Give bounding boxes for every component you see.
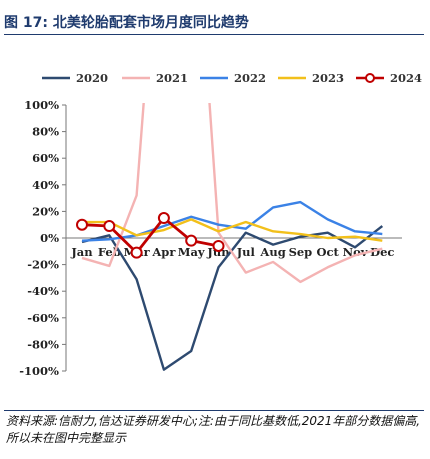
x-tick-label: Oct [317,245,340,259]
x-tick-label: May [178,245,205,259]
x-tick-label: Jan [70,245,93,259]
y-tick-label: 0% [40,231,59,245]
x-tick-label: Jun [206,245,230,259]
y-tick-label: 40% [32,178,59,192]
y-tick-label: 80% [32,125,59,139]
x-tick-label: Apr [151,245,176,259]
y-tick-label: -60% [27,311,59,325]
legend-label-2022: 2022 [234,71,266,85]
y-tick-label: -40% [27,284,59,298]
line-chart: 2020 2021 2022 2023 2024 100% 80% 60% 40% 20% 0% -2… [19,71,422,378]
data-point-2024 [76,218,88,231]
series-line-2021 [81,103,383,284]
data-point-2024 [103,220,116,233]
data-point-2024 [212,239,225,252]
x-tick-label: Dec [370,245,394,259]
figure-title-bar: 图 17: 北美轮胎配套市场月度同比趋势 [4,6,424,35]
data-point-2024 [185,234,198,247]
x-tick-label: Jul [236,245,256,259]
figure-title: 图 17: 北美轮胎配套市场月度同比趋势 [4,15,249,31]
series-line-2020 [81,225,384,371]
x-tick-label: Aug [259,245,285,259]
y-tick-label: -80% [27,337,59,351]
legend-label-2020: 2020 [76,71,108,85]
x-tick-label: Sep [289,245,313,259]
y-tick-label: 100% [24,98,59,112]
y-tick-label: 20% [32,204,59,218]
y-tick-label: 60% [32,151,59,165]
series-line-2023 [82,218,383,242]
data-point-2024 [157,212,170,225]
data-point-2024 [130,246,143,259]
footer-rule [4,410,424,411]
legend-label-2023: 2023 [312,71,344,85]
legend-label-2021: 2021 [156,71,188,85]
y-tick-label: -20% [27,258,59,272]
source-note: 资料来源:信耐力,信达证券研发中心;注:由于同比基数低,2021年部分数据偏高,… [6,414,421,445]
legend-label-2024: 2024 [390,71,422,85]
x-tick-label: Nov [343,245,368,259]
y-tick-label: -100% [19,364,59,378]
legend-marker-2024 [365,73,375,83]
